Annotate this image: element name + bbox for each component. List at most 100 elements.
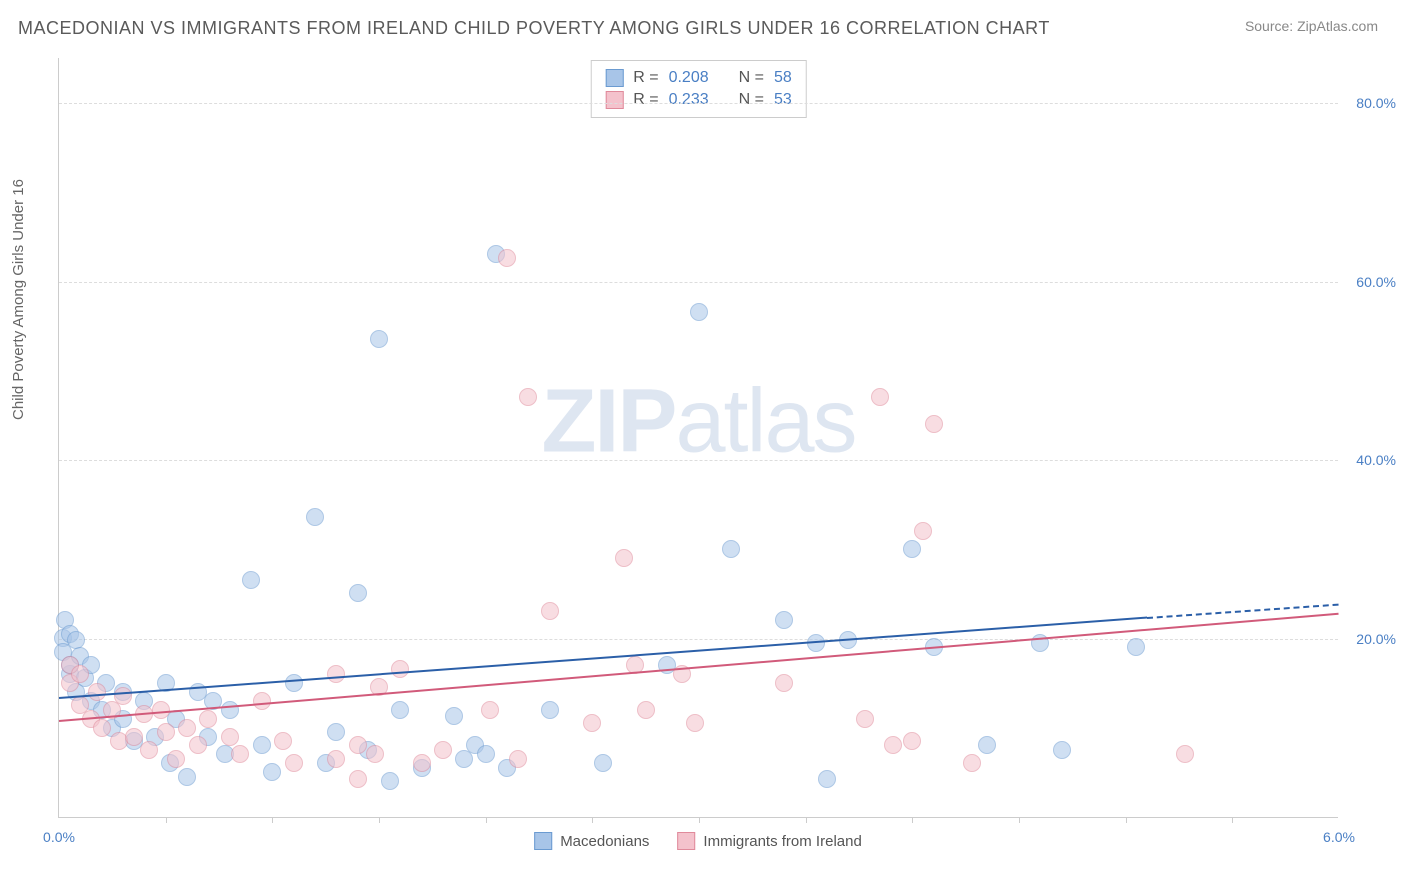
data-point [306, 508, 324, 526]
data-point [445, 707, 463, 725]
y-tick-label: 80.0% [1356, 95, 1396, 111]
chart-title: MACEDONIAN VS IMMIGRANTS FROM IRELAND CH… [18, 18, 1050, 39]
data-point [856, 710, 874, 728]
x-tick-label: 6.0% [1323, 829, 1355, 845]
x-tick [699, 817, 700, 823]
legend-swatch [534, 832, 552, 850]
legend-label: Immigrants from Ireland [703, 833, 861, 850]
gridline [59, 103, 1338, 104]
y-tick-label: 20.0% [1356, 631, 1396, 647]
data-point [963, 754, 981, 772]
data-point [71, 665, 89, 683]
x-tick [1019, 817, 1020, 823]
data-point [903, 540, 921, 558]
correlation-stats-box: R =0.208N =58R =0.233N =53 [590, 60, 807, 118]
data-point [88, 683, 106, 701]
x-tick [806, 817, 807, 823]
x-tick [1232, 817, 1233, 823]
x-tick [379, 817, 380, 823]
data-point [327, 665, 345, 683]
y-axis-label: Child Poverty Among Girls Under 16 [10, 179, 27, 420]
data-point [221, 728, 239, 746]
gridline [59, 639, 1338, 640]
data-point [1176, 745, 1194, 763]
data-point [1053, 741, 1071, 759]
r-value: 0.233 [669, 91, 709, 109]
x-tick [486, 817, 487, 823]
x-tick [166, 817, 167, 823]
data-point [391, 660, 409, 678]
data-point [477, 745, 495, 763]
data-point [189, 736, 207, 754]
stats-row: R =0.208N =58 [605, 67, 792, 89]
data-point [253, 736, 271, 754]
scatter-plot: ZIPatlas R =0.208N =58R =0.233N =53 20.0… [58, 58, 1338, 818]
data-point [157, 723, 175, 741]
data-point [199, 710, 217, 728]
r-value: 0.208 [669, 69, 709, 87]
data-point [925, 415, 943, 433]
x-tick [592, 817, 593, 823]
series-swatch [605, 69, 623, 87]
data-point [498, 249, 516, 267]
data-point [775, 674, 793, 692]
data-point [140, 741, 158, 759]
data-point [722, 540, 740, 558]
data-point [690, 303, 708, 321]
data-point [221, 701, 239, 719]
data-point [274, 732, 292, 750]
trend-line [59, 617, 1147, 699]
r-label: R = [633, 91, 658, 109]
y-tick-label: 40.0% [1356, 452, 1396, 468]
data-point [285, 754, 303, 772]
data-point [152, 701, 170, 719]
data-point [178, 768, 196, 786]
watermark: ZIPatlas [541, 371, 855, 474]
data-point [884, 736, 902, 754]
data-point [370, 330, 388, 348]
data-point [349, 584, 367, 602]
data-point [242, 571, 260, 589]
data-point [327, 750, 345, 768]
x-tick [1126, 817, 1127, 823]
data-point [114, 687, 132, 705]
data-point [125, 728, 143, 746]
stats-row: R =0.233N =53 [605, 89, 792, 111]
data-point [509, 750, 527, 768]
data-point [871, 388, 889, 406]
data-point [413, 754, 431, 772]
series-legend: Macedonians Immigrants from Ireland [534, 832, 862, 850]
data-point [93, 719, 111, 737]
data-point [594, 754, 612, 772]
n-value: 58 [774, 69, 792, 87]
data-point [541, 602, 559, 620]
data-point [349, 736, 367, 754]
legend-item: Macedonians [534, 832, 649, 850]
data-point [349, 770, 367, 788]
source-attribution: Source: ZipAtlas.com [1245, 18, 1378, 34]
chart-area: ZIPatlas R =0.208N =58R =0.233N =53 20.0… [58, 58, 1338, 818]
data-point [231, 745, 249, 763]
data-point [263, 763, 281, 781]
x-tick [912, 817, 913, 823]
data-point [67, 631, 85, 649]
data-point [583, 714, 601, 732]
data-point [903, 732, 921, 750]
legend-label: Macedonians [560, 833, 649, 850]
data-point [178, 719, 196, 737]
data-point [253, 692, 271, 710]
data-point [686, 714, 704, 732]
data-point [637, 701, 655, 719]
r-label: R = [633, 69, 658, 87]
data-point [434, 741, 452, 759]
data-point [366, 745, 384, 763]
data-point [615, 549, 633, 567]
data-point [978, 736, 996, 754]
data-point [285, 674, 303, 692]
data-point [914, 522, 932, 540]
gridline [59, 282, 1338, 283]
y-tick-label: 60.0% [1356, 274, 1396, 290]
data-point [327, 723, 345, 741]
n-value: 53 [774, 91, 792, 109]
x-tick-label: 0.0% [43, 829, 75, 845]
